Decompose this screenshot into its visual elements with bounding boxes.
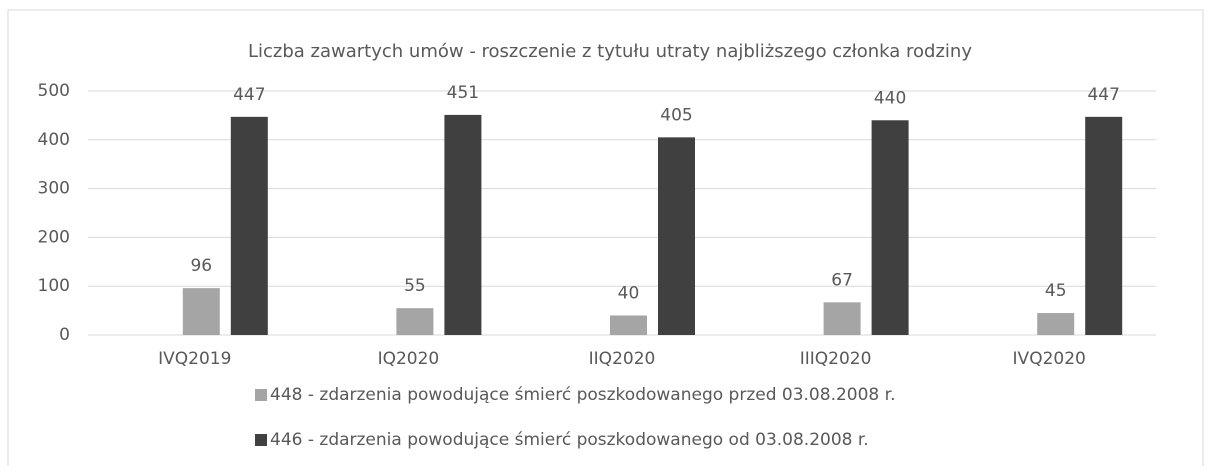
bar [444, 114, 482, 335]
x-tick-label: IIIQ2020 [800, 349, 872, 369]
chart-frame [7, 9, 1204, 470]
bar [610, 315, 647, 335]
y-tick-label: 400 [38, 130, 70, 150]
y-tick-label: 100 [38, 276, 70, 296]
bar [1085, 116, 1123, 335]
x-tick-label: IVQ2019 [158, 349, 231, 369]
data-label: 40 [618, 283, 640, 303]
data-label: 447 [233, 85, 265, 105]
y-tick-label: 200 [38, 227, 70, 247]
data-label: 440 [874, 88, 906, 108]
data-label: 55 [404, 276, 426, 296]
legend-label: 446 - zdarzenia powodujące śmierć poszko… [270, 430, 869, 450]
bar [396, 308, 434, 335]
data-label: 96 [190, 256, 212, 276]
legend-swatch [255, 434, 267, 446]
x-tick-label: IQ2020 [378, 349, 440, 369]
chart-title: Liczba zawartych umów - roszczenie z tyt… [248, 41, 972, 62]
bar [658, 137, 695, 335]
data-label: 447 [1087, 85, 1119, 105]
legend-label: 448 - zdarzenia powodujące śmierć poszko… [270, 385, 895, 405]
data-label: 451 [447, 83, 479, 103]
bar [230, 116, 268, 335]
y-tick-label: 0 [59, 325, 70, 345]
legend-swatch [255, 389, 267, 401]
y-tick-label: 500 [38, 81, 70, 101]
bar [823, 302, 861, 335]
y-tick-label: 300 [38, 179, 70, 199]
bar [182, 288, 220, 335]
data-label: 45 [1045, 281, 1067, 301]
x-tick-label: IVQ2020 [1013, 349, 1086, 369]
x-tick-label: IIQ2020 [589, 349, 656, 369]
data-label: 67 [831, 270, 853, 290]
data-label: 405 [660, 105, 692, 125]
bar [871, 120, 909, 335]
bar [1037, 313, 1075, 335]
